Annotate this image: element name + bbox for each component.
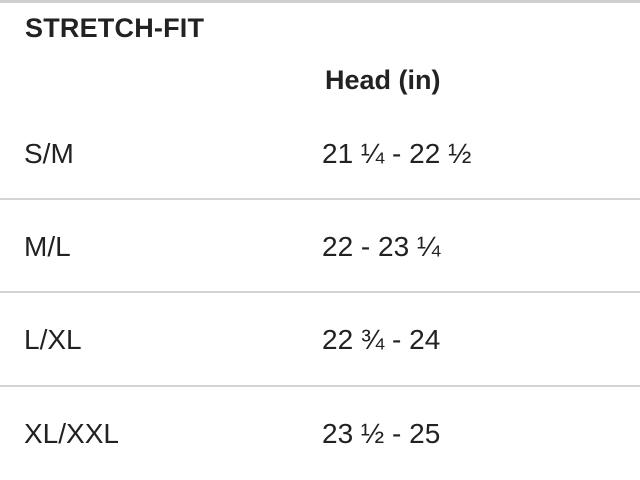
top-divider: [0, 0, 640, 3]
table-row: XL/XXL 23 ½ - 25: [0, 390, 640, 480]
head-measurement-cell: 22 ¾ - 24: [322, 324, 441, 355]
size-cell: M/L: [24, 231, 71, 262]
head-measurement-cell: 22 - 23 ¼: [322, 231, 441, 262]
head-measurement-cell: 23 ½ - 25: [322, 418, 441, 449]
table-row: S/M 21 ¼ - 22 ½: [0, 110, 640, 204]
table-title: STRETCH-FIT: [25, 13, 205, 43]
row-divider: [0, 291, 640, 293]
row-divider: [0, 198, 640, 200]
table-row: M/L 22 - 23 ¼: [0, 203, 640, 297]
head-column-header: Head (in): [325, 65, 441, 95]
size-cell: S/M: [24, 138, 74, 169]
row-divider: [0, 385, 640, 387]
size-cell: L/XL: [24, 324, 82, 355]
size-cell: XL/XXL: [24, 418, 119, 449]
table-row: L/XL 22 ¾ - 24: [0, 296, 640, 390]
head-measurement-cell: 21 ¼ - 22 ½: [322, 138, 472, 169]
